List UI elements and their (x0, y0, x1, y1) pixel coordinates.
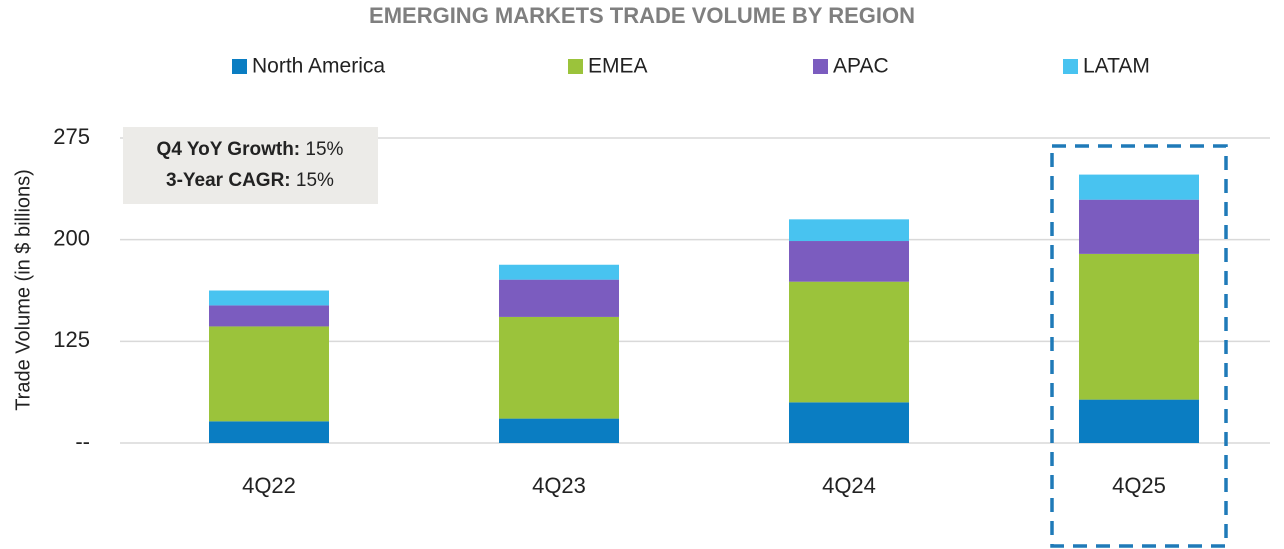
bar-segment (1079, 399, 1199, 443)
bar-segment (1079, 199, 1199, 254)
bar-segment (1079, 253, 1199, 400)
annotation: Q4 YoY Growth: 15% (157, 139, 344, 160)
bar-segment (499, 418, 619, 443)
annotation-label: 3-Year CAGR: (166, 170, 291, 191)
y-tick-label: 200 (53, 225, 90, 250)
bar-segment (499, 316, 619, 419)
y-tick-label: -- (75, 429, 90, 454)
legend-swatch (232, 59, 247, 74)
bar-segment (209, 421, 329, 443)
bar-segment (209, 326, 329, 422)
annotation-value: 15% (296, 170, 334, 191)
chart-title: EMERGING MARKETS TRADE VOLUME BY REGION (369, 3, 915, 28)
x-tick-label: 4Q25 (1112, 473, 1166, 498)
x-tick-label: 4Q22 (242, 473, 296, 498)
legend-label: EMEA (588, 55, 648, 78)
bar-segment (789, 219, 909, 242)
y-tick-label: 275 (53, 124, 90, 149)
bar-segment (789, 241, 909, 282)
bar-segment (499, 279, 619, 317)
annotation: 3-Year CAGR: 15% (166, 170, 334, 191)
legend-swatch (568, 59, 583, 74)
bar-segment (209, 290, 329, 306)
bar-segment (789, 281, 909, 403)
x-tick-label: 4Q23 (532, 473, 586, 498)
y-axis-label: Trade Volume (in $ billions) (12, 169, 34, 411)
bar-segment (789, 402, 909, 443)
bar-segment (209, 305, 329, 327)
annotation-label: Q4 YoY Growth: (157, 139, 301, 160)
legend-label: LATAM (1083, 55, 1150, 78)
annotation-box (123, 127, 378, 204)
legend-swatch (813, 59, 828, 74)
annotation-value: 15% (305, 139, 343, 160)
x-tick-label: 4Q24 (822, 473, 876, 498)
legend-swatch (1063, 59, 1078, 74)
y-tick-label: 125 (53, 327, 90, 352)
legend-label: APAC (833, 55, 889, 78)
bar-segment (1079, 174, 1199, 200)
bar-segment (499, 264, 619, 280)
highlight-box (1050, 144, 1228, 548)
legend-label: North America (252, 55, 385, 78)
